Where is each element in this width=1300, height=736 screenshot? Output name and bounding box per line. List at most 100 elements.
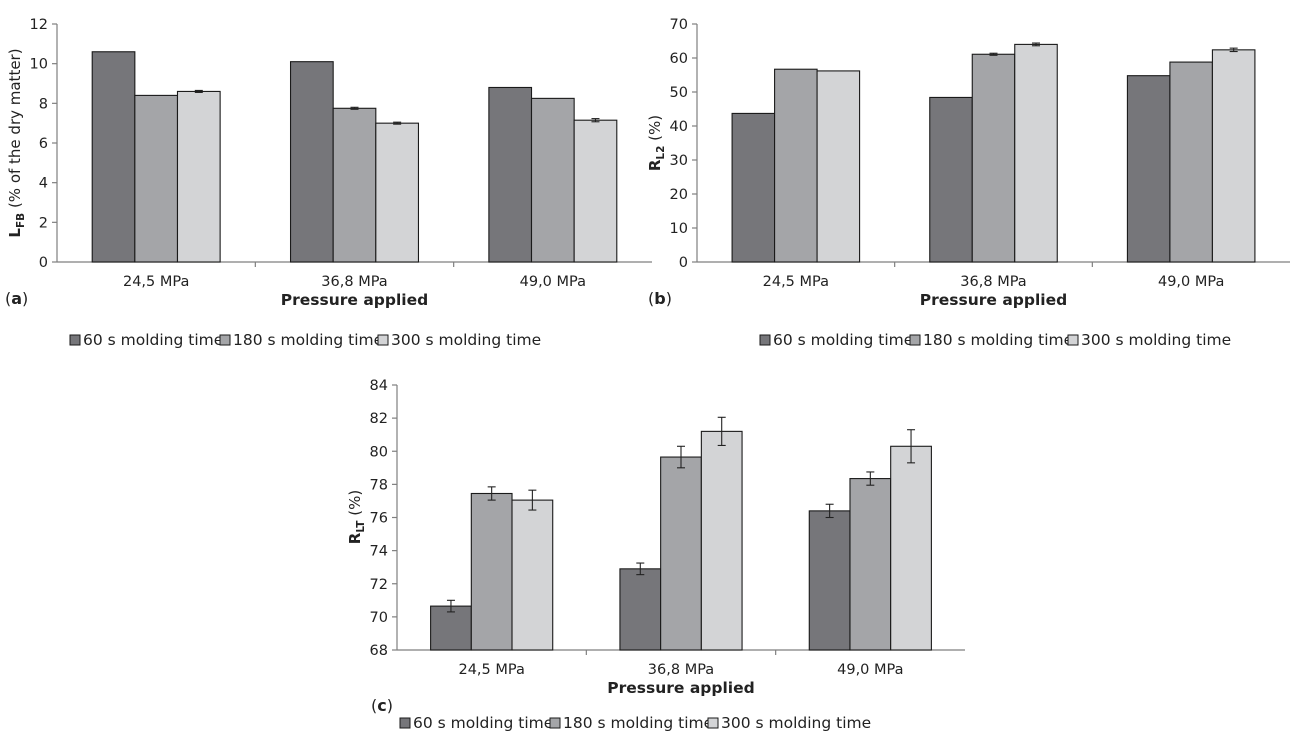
panel-paren-open: (: [5, 289, 11, 308]
panel-paren-open: (: [648, 289, 654, 308]
panel-paren-close: ): [666, 289, 672, 308]
legend: 60 s molding time 180 s molding time 300 s…: [759, 331, 1231, 349]
bar-c-3-3: [890, 445, 932, 651]
y-tick-label: 74: [370, 544, 388, 560]
legend-label: 180 s molding time: [923, 331, 1073, 349]
legend: 60 s molding time 180 s molding time 300 s…: [69, 331, 541, 349]
bar-a-2-2: [332, 107, 377, 263]
y-tick-label: 82: [370, 411, 388, 427]
y-tick-label: 84: [370, 378, 388, 394]
x-tick-label: 24,5 MPa: [763, 274, 829, 290]
legend: 60 s molding time 180 s molding time 300 s…: [399, 714, 871, 732]
legend-label: 300 s molding time: [721, 714, 871, 732]
bar-b-1-1: [731, 112, 776, 263]
y-tick-label: 72: [370, 577, 388, 593]
bar-a-2-3: [375, 122, 420, 263]
bar-c-1-2: [470, 492, 513, 651]
bar-a-1-3: [176, 90, 221, 263]
legend-swatch: [399, 717, 411, 729]
panel-label: (b): [648, 289, 672, 308]
y-tick-label: 50: [670, 85, 688, 101]
y-tick-label: 10: [670, 221, 688, 237]
y-tick-label: 40: [670, 119, 688, 135]
bar-b-3-2: [1169, 61, 1213, 263]
bar-a-1-2: [134, 94, 179, 263]
y-tick-label: 70: [670, 17, 688, 33]
legend-swatch: [909, 334, 921, 346]
y-tick-label: 12: [30, 17, 48, 33]
bar-a-3-2: [530, 97, 575, 263]
y-tick-label: 76: [370, 511, 388, 527]
y-axis-title-rest: (% of the dry matter): [6, 48, 24, 212]
y-axis-title-sub: L2: [655, 146, 667, 160]
y-axis-title-rest: (%): [646, 115, 664, 146]
y-axis-title: RL2 (%): [646, 115, 667, 171]
bar-c-2-1: [619, 568, 662, 651]
y-tick-label: 68: [370, 643, 388, 659]
chart-panel-a: 0 2 4 6 8 10 12 24,5 MPa 36,8 MPa 49,0 MPa Pressur…: [5, 17, 652, 349]
bar-a-2-1: [289, 61, 334, 263]
y-axis-title-main: L: [6, 228, 24, 238]
x-tick-label: 24,5 MPa: [458, 662, 524, 678]
y-tick-label: 70: [370, 610, 388, 626]
legend-swatch: [549, 717, 561, 729]
bar-c-2-3: [700, 430, 743, 651]
bar-c-2-2: [660, 456, 702, 651]
legend-swatch: [377, 334, 389, 346]
x-tick-label: 36,8 MPa: [321, 274, 387, 290]
panel-letter: a: [11, 289, 22, 308]
legend-swatch: [69, 334, 81, 346]
bar-a-3-1: [488, 86, 533, 263]
y-axis-title-sub: FB: [15, 213, 27, 228]
legend-label: 300 s molding time: [1081, 331, 1231, 349]
bar-b-2-1: [929, 96, 973, 263]
y-tick-label: 60: [670, 51, 688, 67]
legend-label: 180 s molding time: [563, 714, 713, 732]
bar-b-1-3: [816, 70, 861, 263]
y-tick-label: 4: [39, 176, 48, 192]
bar-b-3-1: [1126, 75, 1171, 263]
y-tick-label: 8: [39, 96, 48, 112]
y-axis-title-main: R: [346, 532, 364, 544]
legend-label: 60 s molding time: [83, 331, 223, 349]
y-tick-label: 6: [39, 136, 48, 152]
panel-paren-close: ): [387, 696, 393, 715]
legend-swatch: [1067, 334, 1079, 346]
legend-swatch: [759, 334, 771, 346]
legend-swatch: [707, 717, 719, 729]
y-axis-title-rest: (%): [346, 490, 364, 521]
bar-b-2-2: [971, 53, 1016, 263]
bar-c-1-1: [430, 605, 472, 651]
panel-paren-open: (: [371, 696, 377, 715]
x-tick-label: 36,8 MPa: [648, 662, 714, 678]
legend-label: 180 s molding time: [233, 331, 383, 349]
x-tick-label: 49,0 MPa: [837, 662, 903, 678]
bar-c-1-3: [511, 499, 554, 651]
y-tick-label: 2: [39, 215, 48, 231]
x-tick-label: 36,8 MPa: [960, 274, 1026, 290]
bar-a-3-3: [573, 119, 618, 263]
y-tick-label: 20: [670, 187, 688, 203]
x-axis-title: Pressure applied: [607, 679, 754, 697]
y-axis-title-sub: LT: [355, 520, 367, 533]
panel-label: (c): [371, 696, 393, 715]
x-tick-label: 49,0 MPa: [1158, 274, 1224, 290]
legend-label: 60 s molding time: [773, 331, 913, 349]
x-tick-label: 24,5 MPa: [123, 274, 189, 290]
y-axis-title-main: R: [646, 159, 664, 171]
bar-a-1-1: [91, 51, 136, 263]
chart-panel-c: 68 70 72 74 76 78 80 82 84 24,5 MPa 36,8 MPa 49,0 M…: [346, 378, 965, 732]
bar-c-3-2: [849, 478, 892, 651]
panel-paren-close: ): [22, 289, 28, 308]
y-tick-label: 0: [39, 255, 48, 271]
y-tick-label: 0: [679, 255, 688, 271]
legend-label: 300 s molding time: [391, 331, 541, 349]
y-tick-label: 10: [30, 57, 48, 73]
y-axis-title: LFB (% of the dry matter): [6, 48, 27, 237]
y-tick-label: 30: [670, 153, 688, 169]
x-axis-title: Pressure applied: [920, 291, 1067, 309]
legend-swatch: [219, 334, 231, 346]
y-tick-label: 80: [370, 444, 388, 460]
y-axis-title: RLT (%): [346, 490, 367, 544]
